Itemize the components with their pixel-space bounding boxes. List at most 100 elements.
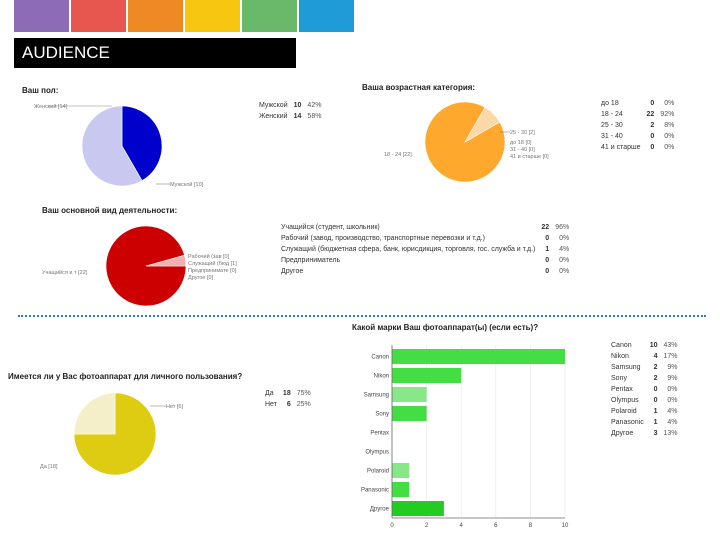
bar	[392, 406, 427, 421]
row-percent: 9%	[667, 364, 678, 371]
chart-title-gender: Ваш пол:	[22, 86, 59, 95]
row-count: 0	[545, 268, 550, 275]
slice-label: Женский [14]	[34, 103, 68, 110]
row-label: 41 и старше	[601, 144, 641, 151]
row-label: Panasonic	[611, 419, 644, 426]
bar	[392, 463, 410, 478]
row-percent: 92%	[660, 111, 675, 118]
row-label: Мужской	[259, 102, 288, 109]
row-percent: 0%	[664, 144, 675, 151]
row-count: 1	[545, 246, 550, 253]
pie-slice	[145, 254, 187, 267]
slice-label: Мужской [10]	[170, 181, 204, 188]
table-row: Предприниматель 0 0%	[278, 255, 572, 266]
bar	[392, 482, 410, 497]
row-count: 22	[541, 224, 550, 231]
row-percent: 13%	[663, 430, 678, 437]
x-tick-label: 2	[425, 523, 429, 529]
slice-label: Рабочий (зав [0]	[188, 253, 230, 260]
camera-brand-table: Canon 10 43% Nikon 4 17% Samsung 2 9% Sony 2 9% …	[608, 340, 681, 439]
row-count: 0	[650, 144, 655, 151]
row-percent: 96%	[555, 224, 570, 231]
row-count: 1	[653, 419, 658, 426]
x-tick-label: 0	[390, 523, 394, 529]
pie-slice	[81, 105, 143, 187]
slice-label: Другое [0]	[188, 275, 214, 281]
row-count: 4	[653, 353, 658, 360]
pie-slice	[464, 106, 501, 143]
row-label: Nikon	[611, 353, 629, 360]
row-percent: 75%	[296, 390, 311, 397]
row-count: 3	[653, 430, 658, 437]
x-tick-label: 4	[460, 523, 464, 529]
pie-slice	[73, 392, 157, 476]
row-percent: 17%	[663, 353, 678, 360]
table-row: Рабочий (завод, производство, транспортн…	[278, 233, 572, 244]
x-tick-label: 10	[562, 523, 569, 529]
slice-label: 18 - 24 [22]	[384, 152, 412, 158]
table-row: Polaroid 1 4%	[608, 406, 681, 417]
table-row: Nikon 4 17%	[608, 351, 681, 362]
chart-title-camera-brand: Какой марки Ваш фотоаппарат(ы) (если ест…	[352, 323, 539, 332]
row-percent: 0%	[559, 268, 570, 275]
row-percent: 43%	[663, 342, 678, 349]
row-count: 22	[646, 111, 655, 118]
row-label: Olympus	[611, 397, 639, 404]
color-strip	[71, 0, 126, 32]
table-row: до 18 0 0%	[598, 98, 677, 109]
bar	[392, 368, 462, 383]
row-count: 0	[650, 100, 655, 107]
bar	[392, 501, 444, 516]
pie-slice	[121, 105, 163, 182]
gender-table: Мужской 10 42% Женский 14 58%	[256, 100, 324, 122]
category-label: Polaroid	[367, 469, 389, 475]
bar	[392, 349, 565, 364]
row-label: 18 - 24	[601, 111, 623, 118]
row-label: Polaroid	[611, 408, 637, 415]
row-count: 0	[545, 257, 550, 264]
slice-label: Да [18]	[40, 464, 58, 470]
color-strip	[242, 0, 297, 32]
table-row: Нет 6 25%	[262, 399, 314, 410]
row-label: Женский	[259, 113, 288, 120]
row-label: Canon	[611, 342, 632, 349]
row-percent: 58%	[307, 113, 322, 120]
category-label: Nikon	[374, 374, 389, 380]
bar	[392, 387, 427, 402]
category-label: Panasonic	[361, 488, 389, 494]
row-percent: 0%	[667, 397, 678, 404]
row-count: 0	[653, 386, 658, 393]
row-count: 0	[653, 397, 658, 404]
row-label: Samsung	[611, 364, 641, 371]
table-row: Другое 3 13%	[608, 428, 681, 439]
row-label: Рабочий (завод, производство, транспортн…	[281, 235, 485, 242]
category-label: Olympus	[365, 450, 389, 456]
section-divider	[18, 315, 706, 317]
row-label: Другое	[611, 430, 634, 437]
table-row: Служащий (бюджетная сфера, банк, юрисдик…	[278, 244, 572, 255]
row-percent: 4%	[559, 246, 570, 253]
table-row: Pentax 0 0%	[608, 384, 681, 395]
row-label: Служащий (бюджетная сфера, банк, юрисдик…	[281, 246, 536, 253]
category-label: Другое	[370, 507, 390, 513]
x-tick-label: 8	[529, 523, 533, 529]
slice-label: Учащийся и т [22]	[42, 269, 88, 276]
row-percent: 4%	[667, 408, 678, 415]
table-row: Sony 2 9%	[608, 373, 681, 384]
table-row: Да 18 75%	[262, 388, 314, 399]
pie-occupation: Рабочий (зав [0] Служащий (бюд [1] Предп…	[42, 225, 237, 307]
table-row: Olympus 0 0%	[608, 395, 681, 406]
row-count: 10	[293, 102, 302, 109]
table-row: 18 - 24 22 92%	[598, 109, 677, 120]
age-table: до 18 0 0% 18 - 24 22 92% 25 - 30 2 8% 31 - 40…	[598, 98, 677, 153]
row-percent: 0%	[559, 257, 570, 264]
pie-camera-owned: Нет [6] Да [18]	[40, 392, 183, 476]
table-row: Canon 10 43%	[608, 340, 681, 351]
row-label: Sony	[611, 375, 627, 382]
row-count: 10	[649, 342, 658, 349]
row-label: Предприниматель	[281, 257, 341, 264]
color-strip	[14, 0, 69, 32]
row-label: Учащийся (студент, школьник)	[281, 224, 380, 231]
slice-label: 41 и старше [0]	[510, 154, 549, 160]
bar-chart-camera-brand: 0 2 4 6 8 10 Canon Nikon Samsung Sony Pentax Olympu…	[361, 345, 569, 529]
